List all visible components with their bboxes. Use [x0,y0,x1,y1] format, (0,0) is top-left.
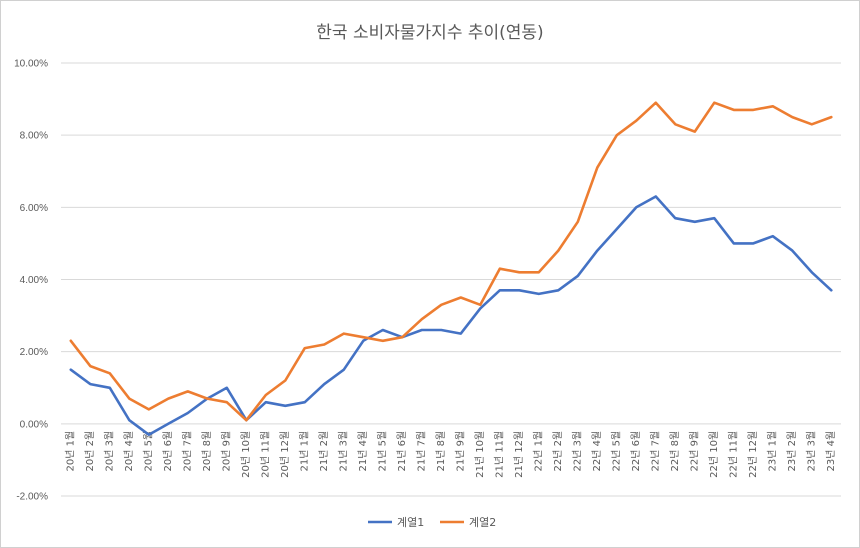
x-tick-label: 22년 9월 [689,431,701,472]
x-tick-label: 20년 9월 [221,431,233,472]
y-tick-label: 0.00% [20,419,48,430]
x-tick-label: 21년 5월 [377,431,389,472]
x-tick-label: 22년 2월 [552,431,564,472]
x-tick-label: 20년 11월 [260,431,272,478]
x-tick-label: 22년 3월 [572,431,584,472]
x-tick-label: 23년 3월 [806,431,818,472]
gridlines [61,62,841,497]
x-tick-label: 21년 1월 [299,431,311,472]
x-tick-label: 21년 12월 [513,431,525,478]
y-tick-label: 6.00% [20,203,48,214]
y-tick-label: 8.00% [20,131,48,142]
y-tick-label: 4.00% [20,275,48,286]
x-tick-label: 21년 10월 [474,431,486,478]
x-tick-label: 20년 12월 [279,431,291,478]
x-tick-label: 20년 10월 [240,431,252,478]
legend-label-1: 계열1 [397,516,424,529]
x-tick-label: 20년 5월 [143,431,155,472]
x-tick-label: 20년 3월 [104,431,116,472]
x-tick-label: 22년 8월 [669,431,681,472]
x-tick-label: 21년 11월 [494,431,506,478]
x-tick-label: 22년 11월 [728,431,740,478]
x-tick-label: 22년 10월 [708,431,720,478]
x-tick-label: 21년 3월 [338,431,350,472]
y-tick-label: -2.00% [16,492,48,503]
x-tick-label: 20년 1월 [65,431,77,472]
x-tick-label: 20년 8월 [201,431,213,472]
series-lines [69,101,833,437]
x-tick-label: 22년 1월 [533,431,545,472]
x-axis-ticks: 20년 1월 20년 2월 20년 3월 20년 4월 20년 5월 20년 6월 20년 … [65,431,838,478]
x-tick-label: 23년 1월 [767,431,779,472]
y-tick-label: 10.00% [14,59,48,70]
x-tick-label: 23년 2월 [786,431,798,472]
x-tick-label: 20년 2월 [84,431,96,472]
legend: 계열1 계열2 [368,516,496,529]
x-tick-label: 21년 7월 [416,431,428,472]
series-line-2 [69,101,833,422]
x-tick-label: 23년 4월 [825,431,837,472]
x-tick-label: 21년 4월 [357,431,369,472]
x-tick-label: 22년 12월 [747,431,759,478]
x-tick-label: 21년 8월 [435,431,447,472]
x-tick-label: 22년 4월 [591,431,603,472]
y-axis-ticks: 10.00% 8.00% 6.00% 4.00% 2.00% 0.00% -2.00% [14,59,48,503]
y-tick-label: 2.00% [20,347,48,358]
x-tick-label: 21년 9월 [455,431,467,472]
x-tick-label: 22년 7월 [650,431,662,472]
x-tick-label: 22년 6월 [630,431,642,472]
x-tick-label: 20년 6월 [162,431,174,472]
chart-title: 한국 소비자물가지수 추이(연동) [316,23,543,43]
x-tick-label: 21년 2월 [318,431,330,472]
x-tick-label: 20년 7월 [182,431,194,472]
x-tick-label: 20년 4월 [123,431,135,472]
x-tick-label: 21년 6월 [396,431,408,472]
x-tick-label: 22년 5월 [611,431,623,472]
series-line-1 [69,195,833,437]
legend-label-2: 계열2 [469,516,496,529]
